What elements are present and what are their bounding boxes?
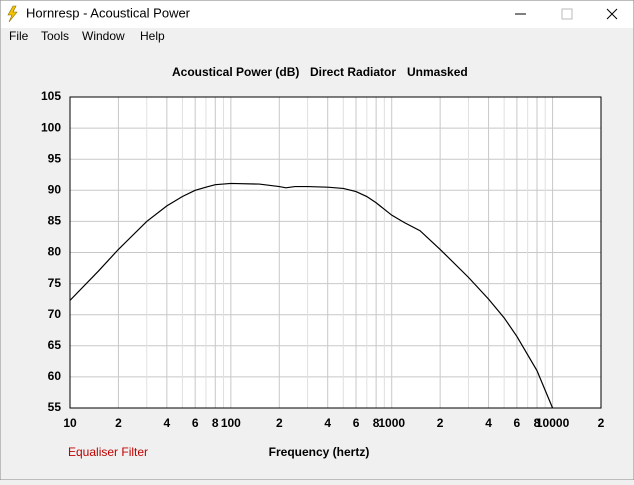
menu-item[interactable]: Window — [82, 29, 125, 43]
x-tick-label: 8 — [534, 416, 541, 430]
y-tick-label: 95 — [48, 151, 62, 165]
y-tick-label: 105 — [41, 89, 61, 103]
y-tick-label: 55 — [48, 400, 62, 414]
y-tick-label: 90 — [48, 182, 62, 196]
chart-title: Acoustical Power (dB) — [172, 65, 299, 79]
y-tick-label: 75 — [48, 276, 62, 290]
close-button[interactable] — [606, 8, 618, 20]
menu-item[interactable]: Help — [140, 29, 165, 43]
x-tick-label: 4 — [164, 416, 171, 430]
y-tick-label: 80 — [48, 245, 62, 259]
plot-border — [69, 96, 602, 409]
power-curve — [69, 182, 554, 409]
window-title: Hornresp - Acoustical Power — [26, 5, 191, 20]
maximize-button[interactable] — [561, 8, 573, 20]
x-axis-label: Frequency (hertz) — [269, 445, 370, 459]
chart-annotation: Unmasked — [407, 65, 468, 79]
x-tick-label: 1000 — [378, 416, 405, 430]
x-tick-label: 8 — [373, 416, 380, 430]
chart-subtitle: Direct Radiator — [310, 65, 396, 79]
equaliser-filter[interactable]: Equaliser Filter — [68, 445, 148, 459]
x-tick-label: 2 — [598, 416, 605, 430]
x-tick-label: 2 — [115, 416, 122, 430]
y-tick-label: 85 — [48, 214, 62, 228]
x-tick-label: 4 — [324, 416, 331, 430]
x-tick-label: 4 — [485, 416, 492, 430]
x-tick-label: 6 — [514, 416, 521, 430]
y-tick-label: 100 — [41, 120, 61, 134]
y-tick-label: 70 — [48, 307, 62, 321]
app-icon — [7, 5, 18, 23]
x-tick-label: 2 — [437, 416, 444, 430]
y-tick-label: 65 — [48, 338, 62, 352]
x-tick-label: 10000 — [536, 416, 570, 430]
x-tick-label: 6 — [353, 416, 360, 430]
title-bar — [1, 1, 633, 28]
menu-item[interactable]: File — [9, 29, 29, 43]
x-tick-label: 10 — [63, 416, 77, 430]
menu-item[interactable]: Tools — [41, 29, 69, 43]
y-tick-label: 60 — [48, 369, 62, 383]
x-tick-label: 6 — [192, 416, 199, 430]
x-tick-label: 8 — [212, 416, 219, 430]
x-tick-label: 100 — [221, 416, 241, 430]
x-tick-label: 2 — [276, 416, 283, 430]
